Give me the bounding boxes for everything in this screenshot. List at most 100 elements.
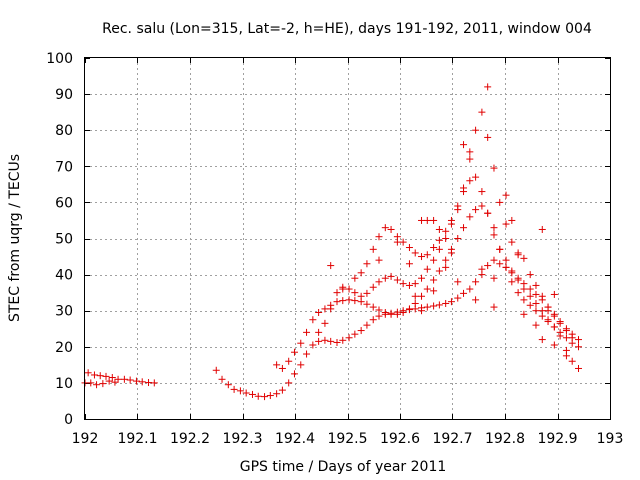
data-point: [418, 307, 426, 315]
data-point: [478, 202, 486, 210]
data-point: [508, 216, 516, 224]
data-point: [484, 262, 492, 270]
x-tick-label: 192.2: [170, 431, 210, 447]
x-tick-label: 192: [72, 431, 99, 447]
data-point: [303, 350, 311, 358]
x-tick-labels: 192 192.1 192.2 192.3 192.4 192.5 192.6 192.7 19…: [72, 431, 624, 447]
data-point: [423, 285, 431, 293]
data-point: [218, 375, 226, 383]
data-point: [454, 294, 462, 302]
data-point: [411, 299, 419, 307]
data-point: [526, 271, 534, 279]
data-point: [405, 244, 413, 252]
data-point: [556, 332, 564, 340]
data-point: [496, 198, 504, 206]
data-point: [405, 305, 413, 313]
data-point: [544, 316, 552, 324]
data-point: [405, 281, 413, 289]
y-tick-label: 90: [55, 87, 73, 103]
data-point: [212, 366, 220, 374]
data-point: [490, 256, 498, 264]
data-point: [472, 173, 480, 181]
data-point: [526, 285, 534, 293]
data-point: [351, 297, 359, 305]
data-point: [514, 276, 522, 284]
data-point: [520, 296, 528, 304]
y-tick-label: 30: [55, 304, 73, 320]
data-point: [460, 141, 468, 149]
data-point: [254, 392, 262, 400]
data-point: [454, 235, 462, 242]
data-point: [333, 289, 341, 297]
data-point: [520, 254, 528, 262]
data-point: [126, 376, 134, 384]
data-point: [375, 256, 383, 264]
data-point: [532, 307, 540, 315]
data-point: [454, 278, 462, 286]
data-point: [375, 306, 383, 314]
data-point: [562, 352, 570, 360]
y-axis-label: STEC from uqrg / TECUs: [7, 154, 23, 322]
data-point: [278, 364, 286, 372]
data-point: [447, 249, 455, 257]
data-point: [411, 280, 419, 288]
data-point: [369, 303, 377, 311]
data-point: [99, 380, 107, 388]
data-point: [466, 148, 474, 156]
data-point: [490, 274, 498, 282]
data-point: [514, 289, 522, 297]
data-point: [363, 289, 371, 297]
data-point: [345, 296, 353, 304]
y-tick-label: 0: [64, 412, 73, 428]
data-point: [544, 307, 552, 315]
y-tick-label: 10: [55, 376, 73, 392]
data-point: [423, 251, 431, 259]
data-point: [478, 265, 486, 273]
data-point: [411, 249, 419, 257]
data-point: [315, 337, 323, 345]
data-point: [375, 233, 383, 241]
y-tick-label: 60: [55, 195, 73, 211]
data-point: [315, 309, 323, 317]
data-point: [435, 301, 443, 309]
chart-title: Rec. salu (Lon=315, Lat=-2, h=HE), days …: [102, 21, 592, 37]
data-point: [532, 321, 540, 329]
data-point: [387, 272, 395, 280]
data-point: [224, 381, 232, 389]
data-point: [393, 238, 401, 246]
data-point: [538, 225, 546, 233]
data-point: [526, 292, 534, 300]
data-point: [423, 265, 431, 273]
data-point: [520, 310, 528, 318]
data-point: [297, 339, 305, 347]
data-point: [466, 213, 474, 221]
data-point: [550, 323, 558, 331]
data-point: [423, 303, 431, 311]
x-tick-label: 192.7: [432, 431, 472, 447]
data-point: [460, 224, 468, 232]
data-point: [357, 292, 365, 300]
data-point: [327, 305, 335, 313]
data-point: [273, 361, 281, 369]
data-point: [96, 372, 104, 380]
data-point: [357, 327, 365, 335]
data-point: [303, 328, 311, 336]
x-tick-label: 192.5: [327, 431, 367, 447]
data-point: [150, 379, 158, 387]
y-tick-label: 40: [55, 268, 73, 284]
data-point: [261, 393, 269, 401]
y-tick-label: 20: [55, 340, 73, 356]
axis-ticks: [85, 58, 611, 420]
data-point: [309, 341, 317, 349]
data-point: [339, 336, 347, 344]
data-point: [285, 357, 293, 365]
data-point: [490, 303, 498, 311]
data-point: [442, 263, 450, 271]
data-point: [418, 274, 426, 282]
data-point: [87, 379, 95, 387]
data-point: [357, 269, 365, 277]
data-point: [363, 260, 371, 268]
data-point: [393, 310, 401, 318]
data-point: [93, 381, 101, 389]
data-point: [575, 364, 582, 372]
